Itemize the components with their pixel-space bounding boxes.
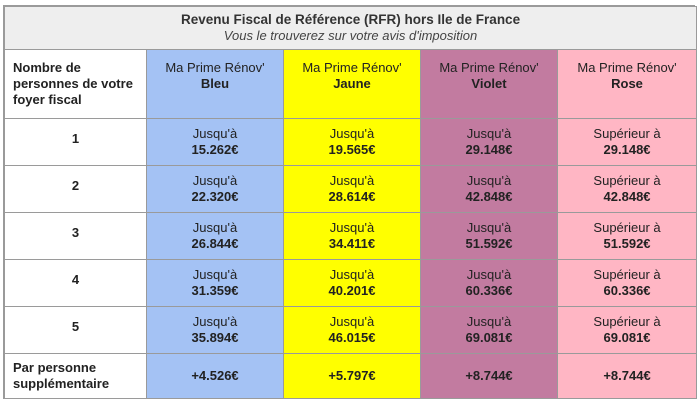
column-header-rose: Ma Prime Rénov' Rose: [556, 49, 698, 119]
cell-prefix: Jusqu'à: [192, 126, 238, 141]
cell-rose: Supérieur à 29.148€: [556, 118, 698, 166]
table-row: 1 Jusqu'à 15.262€ Jusqu'à 19.565€ Jusqu'à 2…: [4, 118, 698, 166]
cell-jaune: Jusqu'à 34.411€: [283, 212, 421, 260]
cell-violet: Jusqu'à 69.081€: [420, 306, 558, 354]
table-row: 4 Jusqu'à 31.359€ Jusqu'à 40.201€ Jusqu'à 6…: [4, 259, 698, 307]
column-header-bleu: Ma Prime Rénov' Bleu: [146, 49, 284, 119]
cell-rose: Supérieur à 51.592€: [556, 212, 698, 260]
cell-value: 60.336€: [465, 283, 513, 298]
cell-bleu: Jusqu'à 26.844€: [146, 212, 284, 260]
cell-prefix: Supérieur à: [593, 314, 661, 329]
title-row: Revenu Fiscal de Référence (RFR) hors Il…: [3, 6, 698, 50]
cell-value: 28.614€: [328, 189, 376, 204]
rfr-table-frame: Revenu Fiscal de Référence (RFR) hors Il…: [3, 5, 698, 399]
cell-violet: Jusqu'à 42.848€: [420, 165, 558, 213]
cell-prefix: Jusqu'à: [466, 220, 512, 235]
cell-prefix: Jusqu'à: [329, 220, 375, 235]
cell-value: 42.848€: [465, 189, 513, 204]
column-header-line1: Ma Prime Rénov': [577, 60, 677, 75]
cell-value: 46.015€: [328, 330, 376, 345]
cell-prefix: Jusqu'à: [466, 267, 512, 282]
table-row: 5 Jusqu'à 35.894€ Jusqu'à 46.015€ Jusqu'à 6…: [4, 306, 698, 354]
cell-prefix: Jusqu'à: [466, 173, 512, 188]
table-title: Revenu Fiscal de Référence (RFR) hors Il…: [180, 12, 521, 27]
column-header-line2: Jaune: [333, 76, 371, 91]
extra-value-jaune: +5.797€: [283, 353, 421, 399]
cell-value: 22.320€: [191, 189, 239, 204]
rfr-table: Revenu Fiscal de Référence (RFR) hors Il…: [3, 6, 698, 399]
cell-prefix: Jusqu'à: [192, 267, 238, 282]
cell-prefix: Jusqu'à: [192, 173, 238, 188]
cell-value: 60.336€: [603, 283, 651, 298]
cell-jaune: Jusqu'à 19.565€: [283, 118, 421, 166]
cell-prefix: Supérieur à: [593, 267, 661, 282]
cell-value: 35.894€: [191, 330, 239, 345]
cell-bleu: Jusqu'à 22.320€: [146, 165, 284, 213]
cell-prefix: Jusqu'à: [192, 314, 238, 329]
rowhead-header: Nombre de personnes de votre foyer fisca…: [4, 49, 147, 119]
cell-bleu: Jusqu'à 15.262€: [146, 118, 284, 166]
cell-prefix: Jusqu'à: [329, 314, 375, 329]
cell-value: 69.081€: [603, 330, 651, 345]
cell-bleu: Jusqu'à 35.894€: [146, 306, 284, 354]
cell-rose: Supérieur à 42.848€: [556, 165, 698, 213]
table-subtitle: Vous le trouverez sur votre avis d'impos…: [223, 28, 478, 43]
column-header-line2: Bleu: [200, 76, 230, 91]
cell-value: 26.844€: [191, 236, 239, 251]
household-size: 3: [4, 212, 147, 260]
table-row: 2 Jusqu'à 22.320€ Jusqu'à 28.614€ Jusqu'à 4…: [4, 165, 698, 213]
column-header-violet: Ma Prime Rénov' Violet: [420, 49, 558, 119]
cell-value: 15.262€: [191, 142, 239, 157]
column-header-line1: Ma Prime Rénov': [439, 60, 539, 75]
cell-prefix: Supérieur à: [593, 126, 661, 141]
cell-prefix: Jusqu'à: [466, 126, 512, 141]
cell-value: 69.081€: [465, 330, 513, 345]
cell-value: 51.592€: [603, 236, 651, 251]
table-row: 3 Jusqu'à 26.844€ Jusqu'à 34.411€ Jusqu'à 5…: [4, 212, 698, 260]
cell-prefix: Jusqu'à: [329, 126, 375, 141]
cell-prefix: Supérieur à: [593, 173, 661, 188]
household-size: 4: [4, 259, 147, 307]
cell-violet: Jusqu'à 29.148€: [420, 118, 558, 166]
household-size: 2: [4, 165, 147, 213]
household-size: 1: [4, 118, 147, 166]
column-header-line1: Ma Prime Rénov': [302, 60, 402, 75]
cell-prefix: Jusqu'à: [329, 267, 375, 282]
cell-value: 34.411€: [328, 236, 376, 251]
cell-prefix: Jusqu'à: [192, 220, 238, 235]
cell-prefix: Supérieur à: [593, 220, 661, 235]
column-header-line2: Rose: [611, 76, 643, 91]
cell-violet: Jusqu'à 60.336€: [420, 259, 558, 307]
cell-value: 29.148€: [465, 142, 513, 157]
extra-value-rose: +8.744€: [556, 353, 698, 399]
extra-value-bleu: +4.526€: [146, 353, 284, 399]
header-row: Nombre de personnes de votre foyer fisca…: [4, 49, 698, 119]
extra-value-violet: +8.744€: [420, 353, 558, 399]
cell-rose: Supérieur à 60.336€: [556, 259, 698, 307]
cell-bleu: Jusqu'à 31.359€: [146, 259, 284, 307]
extra-person-row: Par personne supplémentaire +4.526€ +5.7…: [4, 353, 698, 399]
cell-prefix: Jusqu'à: [466, 314, 512, 329]
cell-value: 40.201€: [328, 283, 376, 298]
household-size: 5: [4, 306, 147, 354]
cell-value: 29.148€: [603, 142, 651, 157]
table-title-cell: Revenu Fiscal de Référence (RFR) hors Il…: [3, 6, 698, 50]
cell-value: 19.565€: [328, 142, 376, 157]
column-header-line1: Ma Prime Rénov': [165, 60, 265, 75]
extra-person-label: Par personne supplémentaire: [4, 353, 147, 399]
cell-jaune: Jusqu'à 28.614€: [283, 165, 421, 213]
column-header-line2: Violet: [471, 76, 507, 91]
cell-jaune: Jusqu'à 40.201€: [283, 259, 421, 307]
column-header-jaune: Ma Prime Rénov' Jaune: [283, 49, 421, 119]
cell-jaune: Jusqu'à 46.015€: [283, 306, 421, 354]
cell-value: 42.848€: [603, 189, 651, 204]
cell-rose: Supérieur à 69.081€: [556, 306, 698, 354]
cell-prefix: Jusqu'à: [329, 173, 375, 188]
cell-value: 51.592€: [465, 236, 513, 251]
cell-violet: Jusqu'à 51.592€: [420, 212, 558, 260]
cell-value: 31.359€: [191, 283, 239, 298]
